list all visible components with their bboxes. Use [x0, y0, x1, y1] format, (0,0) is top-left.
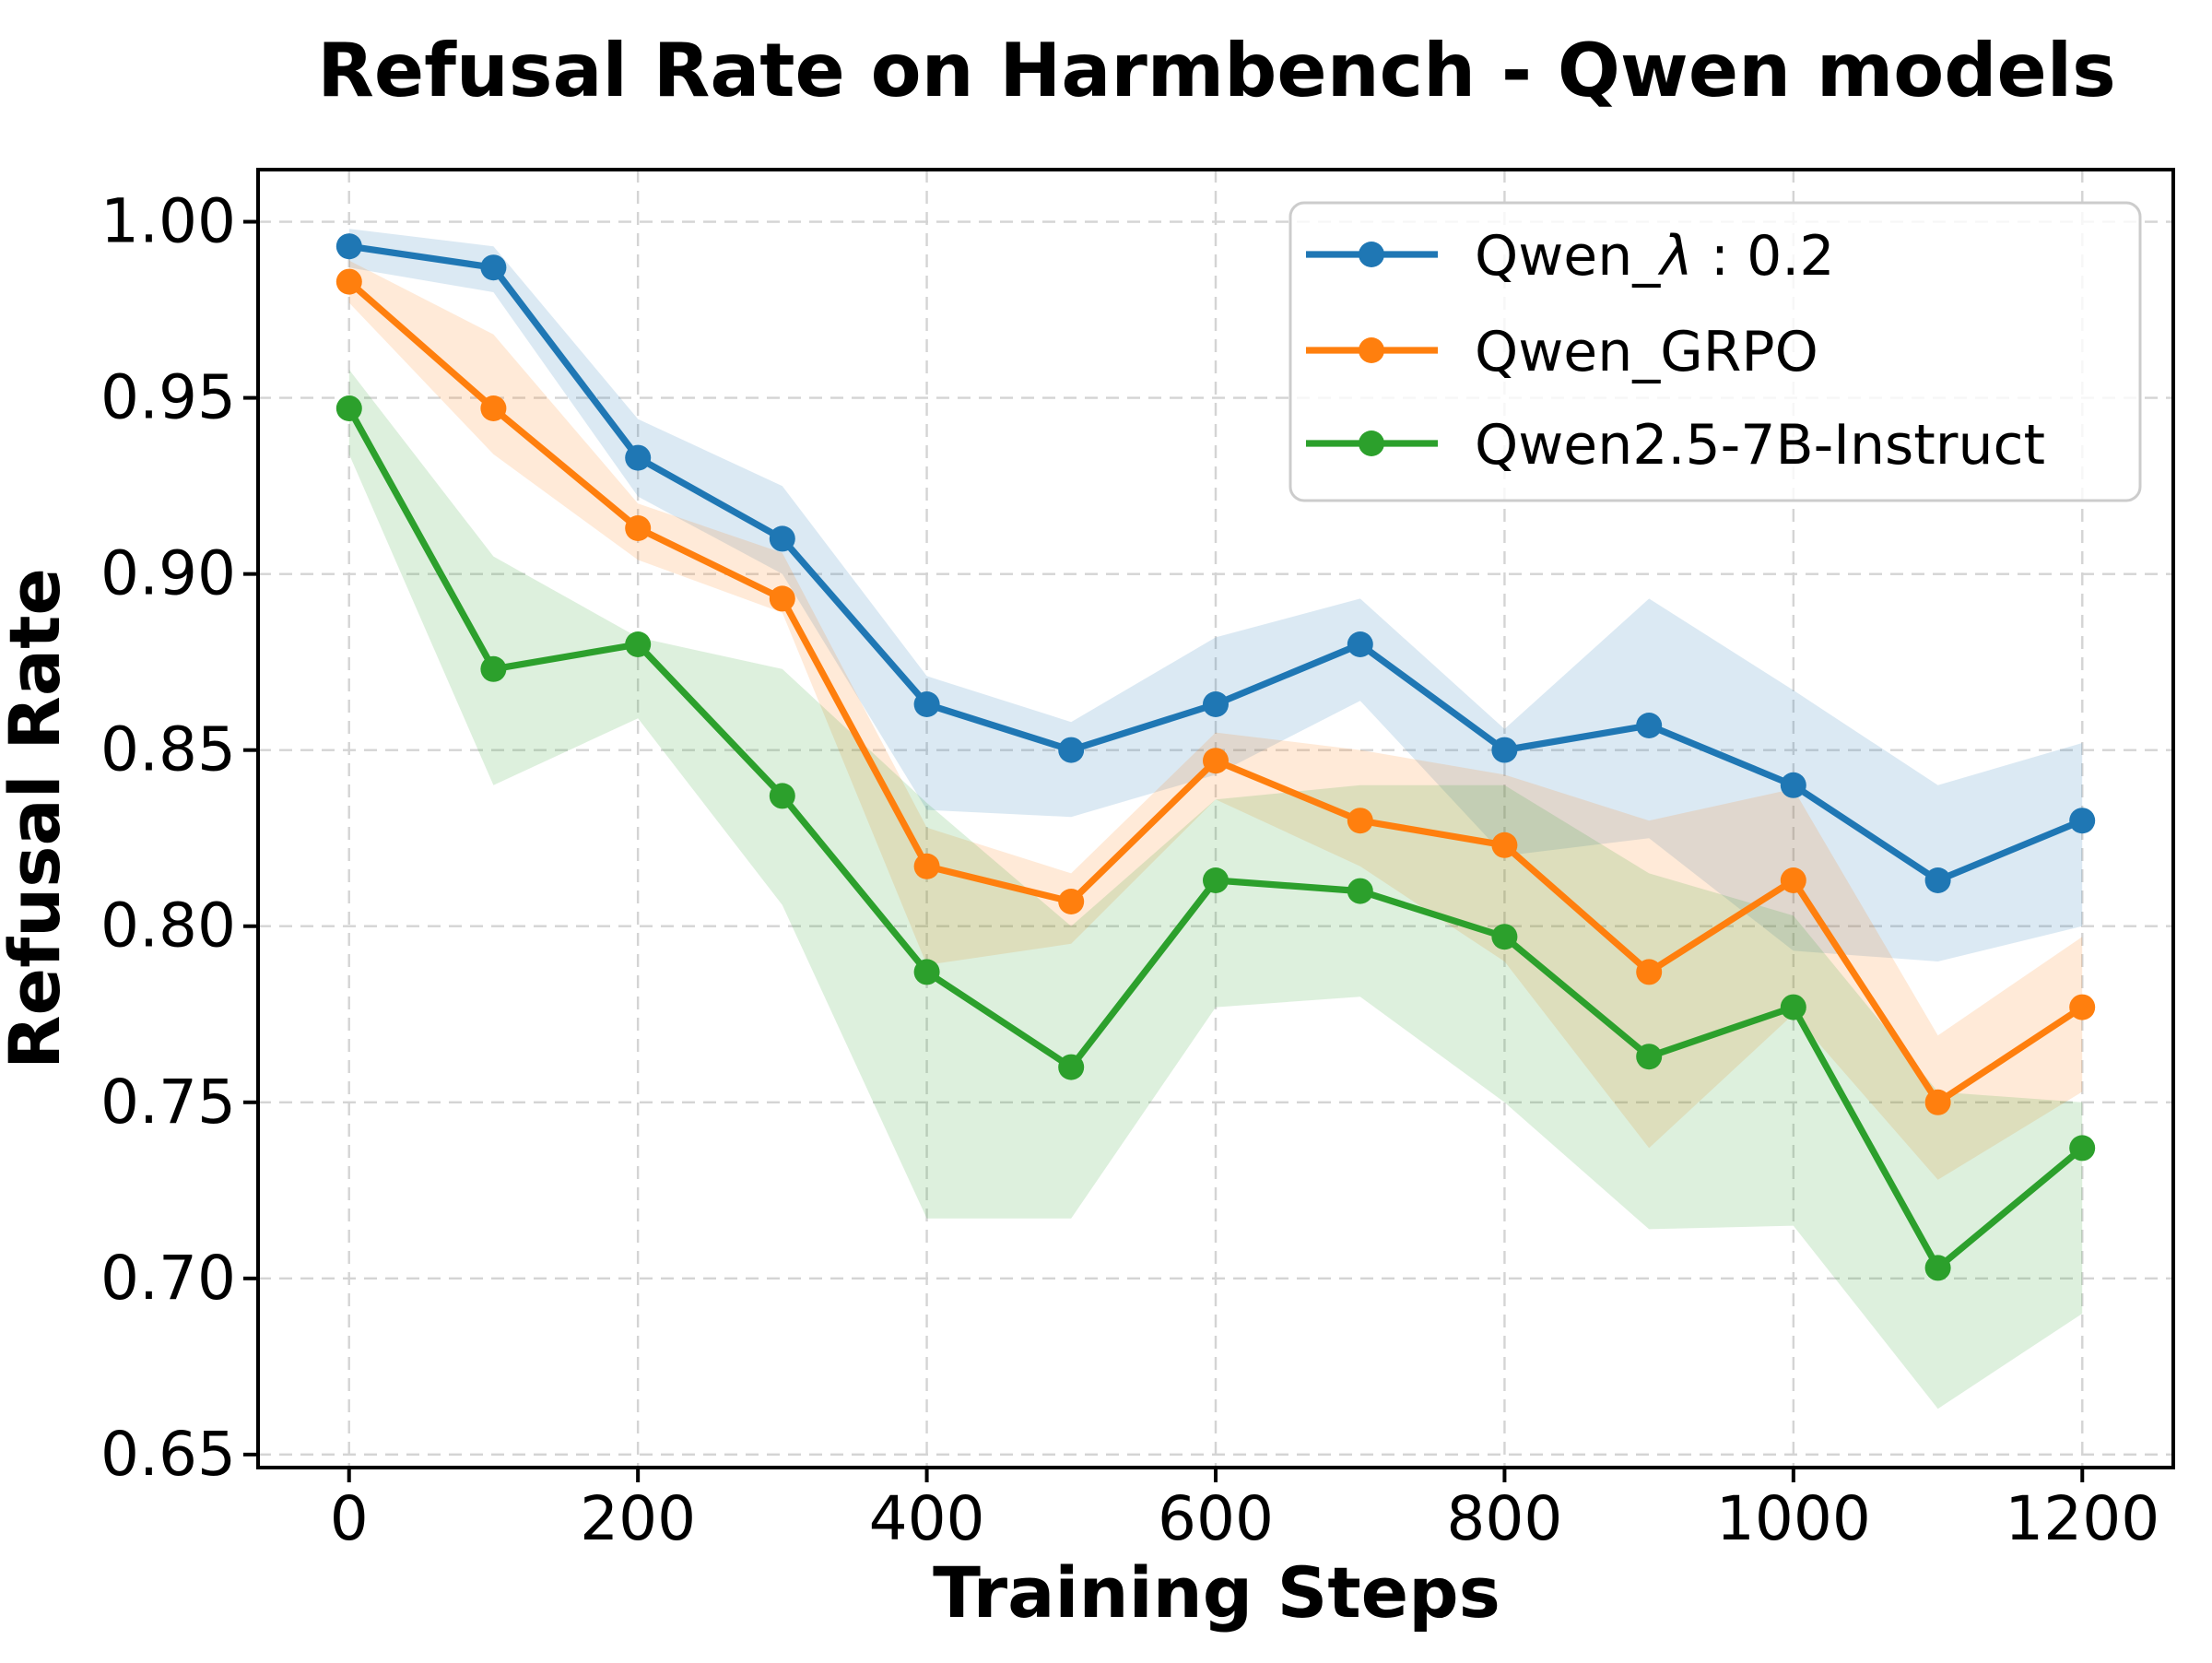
data-point-marker	[625, 515, 652, 541]
confidence-band-qwen-grpo	[348, 260, 2083, 1180]
data-point-marker	[1636, 1044, 1663, 1070]
data-point-marker	[1058, 889, 1085, 914]
data-point-marker	[1636, 959, 1663, 985]
y-axis-label: Refusal Rate	[0, 568, 76, 1069]
data-point-marker	[335, 395, 362, 421]
data-point-marker	[480, 395, 507, 421]
data-point-marker	[1058, 1054, 1085, 1080]
data-series-lines	[335, 233, 2096, 1281]
x-tick-label: 800	[1446, 1483, 1562, 1554]
y-tick-label: 0.80	[100, 890, 236, 961]
data-point-marker	[1491, 737, 1518, 763]
legend-item-qwen-grpo: Qwen_GRPO	[1306, 320, 1818, 384]
x-tick-label: 400	[869, 1483, 985, 1554]
data-point-marker	[625, 631, 652, 657]
data-point-marker	[2069, 994, 2096, 1020]
data-point-marker	[1924, 1255, 1951, 1281]
data-point-marker	[1203, 867, 1229, 893]
legend-item-qwen-0.2: Qwen_λ : 0.2	[1306, 224, 1835, 289]
legend-label: Qwen_λ : 0.2	[1475, 224, 1835, 289]
legend-handle-marker	[1359, 242, 1384, 267]
legend-label: Qwen2.5-7B-Instruct	[1475, 413, 2045, 478]
series-qwen2.5-7b-instruct	[335, 395, 2096, 1281]
legend-label: Qwen_GRPO	[1475, 320, 1818, 384]
y-tick-label: 1.00	[100, 186, 236, 257]
data-point-marker	[1347, 808, 1373, 834]
y-tick-label: 0.75	[100, 1067, 236, 1138]
data-point-marker	[1636, 713, 1663, 738]
data-point-marker	[913, 691, 940, 717]
data-point-marker	[1780, 772, 1806, 798]
legend: Qwen_λ : 0.2 Qwen_GRPO Qwen2.5-7B-Instruct	[1288, 201, 2142, 502]
axes: 0 200 400 600 800 1000 1200 0.65 0.70 0.75 0.80 0.8…	[100, 168, 2175, 1554]
data-point-marker	[480, 655, 507, 682]
chart-title: Refusal Rate on Harmbench - Qwen models	[317, 28, 2116, 113]
data-point-marker	[1347, 631, 1373, 657]
series-qwen-grpo	[335, 268, 2096, 1115]
data-point-marker	[1924, 867, 1951, 893]
data-point-marker	[1924, 1089, 1951, 1115]
confidence-band-qwen-0.2	[348, 229, 2083, 961]
data-point-marker	[1780, 867, 1806, 893]
x-tick-label: 1200	[2005, 1483, 2159, 1554]
data-point-marker	[2069, 1135, 2096, 1162]
data-point-marker	[1491, 924, 1518, 950]
data-point-marker	[480, 254, 507, 281]
legend-item-qwen2.5-7b-instruct: Qwen2.5-7B-Instruct	[1306, 413, 2045, 478]
x-tick-label: 600	[1158, 1483, 1274, 1554]
data-point-marker	[913, 853, 940, 879]
series-qwen-0.2	[335, 233, 2096, 893]
x-tick-label: 1000	[1716, 1483, 1871, 1554]
x-axis-label: Training Steps	[933, 1551, 1500, 1634]
data-point-marker	[913, 959, 940, 985]
y-tick-label: 0.90	[100, 538, 236, 609]
data-point-marker	[335, 233, 362, 260]
y-tick-label: 0.85	[100, 714, 236, 785]
data-point-marker	[769, 525, 795, 552]
legend-handle-marker	[1359, 430, 1384, 456]
y-tick-label: 0.70	[100, 1243, 236, 1314]
data-point-marker	[1203, 691, 1229, 717]
legend-handle-marker	[1359, 337, 1384, 363]
x-tick-label: 0	[330, 1483, 369, 1554]
data-point-marker	[1347, 878, 1373, 904]
data-point-marker	[625, 444, 652, 471]
x-tick-label: 200	[580, 1483, 696, 1554]
data-point-marker	[769, 783, 795, 809]
legend-box	[1288, 201, 2142, 502]
data-point-marker	[335, 268, 362, 295]
data-point-marker	[1491, 832, 1518, 858]
y-tick-label: 0.95	[100, 362, 236, 433]
data-point-marker	[1203, 748, 1229, 774]
data-point-marker	[1780, 994, 1806, 1020]
y-tick-label: 0.65	[100, 1419, 236, 1490]
data-point-marker	[2069, 808, 2096, 834]
data-point-marker	[1058, 737, 1085, 763]
data-point-marker	[769, 585, 795, 612]
